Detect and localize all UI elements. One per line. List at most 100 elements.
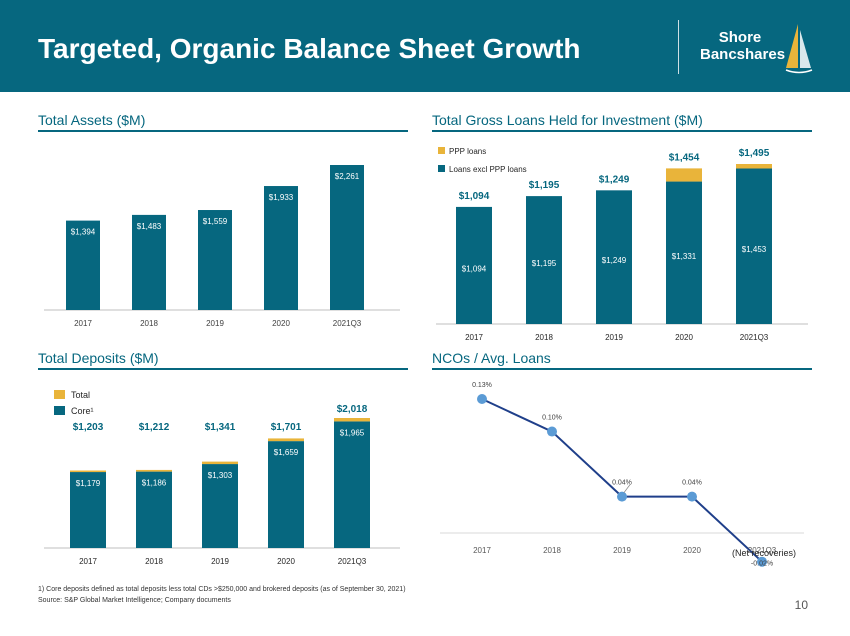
ncos-x-tick: 2020 xyxy=(683,546,701,555)
header-banner: Targeted, Organic Balance Sheet Growth S… xyxy=(0,0,850,92)
ncos-line-chart: 2017 2018 2019 2020 2021Q3 0.13% 0.10% 0.04% 0.0… xyxy=(440,382,804,568)
loans-panel-title: Total Gross Loans Held for Investment ($… xyxy=(432,112,703,128)
loans-x-tick: 2017 xyxy=(465,333,483,342)
deposits-total-label: $1,203 xyxy=(73,422,104,433)
ncos-value-label: 0.13% xyxy=(472,382,492,389)
loans-total-label: $1,094 xyxy=(459,191,490,202)
deposits-core-bar-label: $1,965 xyxy=(340,428,365,437)
assets-bar-label: $1,559 xyxy=(203,217,228,226)
loans-core-bar xyxy=(456,206,492,324)
assets-x-tick: 2017 xyxy=(74,319,92,328)
footnote-core-deposits: 1) Core deposits defined as total deposi… xyxy=(38,586,406,593)
ncos-data-point xyxy=(617,491,627,502)
deposits-core-bar xyxy=(202,464,238,548)
deposits-total-bar xyxy=(70,470,106,473)
deposits-core-bar-label: $1,659 xyxy=(274,448,299,457)
loans-core-bar-label: $1,453 xyxy=(742,245,767,254)
loans-core-bar xyxy=(666,181,702,324)
ncos-value-label: 0.04% xyxy=(682,480,702,487)
deposits-core-bar xyxy=(136,471,172,548)
ncos-x-tick: 2018 xyxy=(543,546,561,555)
deposits-core-bar-label: $1,186 xyxy=(142,479,167,488)
ncos-data-point xyxy=(757,556,767,567)
loans-core-bar xyxy=(736,168,772,324)
ncos-data-point xyxy=(477,394,487,404)
deposits-x-tick: 2021Q3 xyxy=(338,557,367,566)
loans-legend-swatch-core xyxy=(438,165,445,172)
deposits-legend-label-core: Core¹ xyxy=(71,406,94,416)
logo-divider xyxy=(678,20,679,74)
assets-bar-chart: $1,394 2017 $1,483 2018 $1,559 2019 $1,933 2020… xyxy=(44,165,400,328)
sail-logo-icon xyxy=(785,24,813,74)
deposits-total-label: $1,701 xyxy=(271,422,302,433)
deposits-total-label: $1,341 xyxy=(205,422,236,433)
deposits-total-bar xyxy=(202,461,238,465)
ncos-label-leader xyxy=(623,484,631,493)
ncos-x-tick: 2019 xyxy=(613,546,631,555)
deposits-panel-title: Total Deposits ($M) xyxy=(38,350,159,366)
deposits-x-tick: 2018 xyxy=(145,557,163,566)
ncos-value-label: -0.02% xyxy=(751,561,773,568)
assets-bar xyxy=(132,214,166,310)
loans-total-label: $1,249 xyxy=(599,174,630,185)
ncos-panel-title: NCOs / Avg. Loans xyxy=(432,350,551,366)
loans-x-tick: 2019 xyxy=(605,333,623,342)
loans-ppp-bar xyxy=(736,164,772,169)
loans-legend-label-core: Loans excl PPP loans xyxy=(449,165,527,174)
assets-x-tick: 2019 xyxy=(206,319,224,328)
assets-bar-label: $1,394 xyxy=(71,228,96,237)
company-logo: Shore Bancshares xyxy=(700,29,785,63)
loans-legend-swatch-ppp xyxy=(438,147,445,154)
deposits-legend-label-total: Total xyxy=(71,390,90,400)
deposits-total-bar xyxy=(268,438,304,442)
assets-bar-label: $1,933 xyxy=(269,193,294,202)
ncos-title-rule xyxy=(432,368,812,370)
ncos-x-tick: 2021Q3 xyxy=(748,546,777,555)
deposits-core-bar-label: $1,179 xyxy=(76,479,101,488)
deposits-total-label: $1,212 xyxy=(139,422,170,433)
assets-x-tick: 2018 xyxy=(140,319,158,328)
loans-core-bar xyxy=(596,190,632,324)
deposits-x-tick: 2020 xyxy=(277,557,295,566)
loans-total-label: $1,195 xyxy=(529,180,560,191)
assets-title-rule xyxy=(38,130,408,132)
ncos-annotation: (Net recoveries) xyxy=(732,548,796,558)
loans-total-label: $1,495 xyxy=(739,148,770,159)
ncos-value-label: 0.10% xyxy=(542,415,562,422)
ncos-data-point xyxy=(547,426,557,437)
deposits-total-label: $2,018 xyxy=(337,404,368,415)
loans-stacked-bar-chart: PPP loans Loans excl PPP loans $1,094 $1,09… xyxy=(436,147,808,342)
page-title: Targeted, Organic Balance Sheet Growth xyxy=(38,33,581,64)
ncos-x-tick: 2017 xyxy=(473,546,491,555)
assets-x-tick: 2020 xyxy=(272,319,290,328)
deposits-legend-swatch-core xyxy=(54,406,65,415)
loans-title-rule xyxy=(432,130,812,132)
loans-total-label: $1,454 xyxy=(669,152,700,163)
loans-core-bar-label: $1,331 xyxy=(672,252,697,261)
deposits-core-bar xyxy=(70,472,106,548)
deposits-core-bar xyxy=(268,441,304,548)
ncos-data-point xyxy=(687,491,697,502)
deposits-core-bar-label: $1,303 xyxy=(208,471,233,480)
deposits-total-bar xyxy=(334,418,370,422)
loans-x-tick: 2021Q3 xyxy=(740,333,769,342)
loans-ppp-bar xyxy=(666,168,702,182)
deposits-title-rule xyxy=(38,368,408,370)
loans-core-bar-label: $1,249 xyxy=(602,256,627,265)
assets-bar xyxy=(66,220,100,310)
assets-bar-label: $1,483 xyxy=(137,222,162,231)
loans-x-tick: 2020 xyxy=(675,333,693,342)
deposits-total-bar xyxy=(136,469,172,472)
deposits-legend-swatch-total xyxy=(54,390,65,399)
assets-bar xyxy=(264,186,298,310)
deposits-x-tick: 2017 xyxy=(79,557,97,566)
ncos-value-label: 0.04% xyxy=(612,480,632,487)
deposits-x-tick: 2019 xyxy=(211,557,229,566)
loans-core-bar-label: $1,195 xyxy=(532,259,557,268)
footnote-source: Source: S&P Global Market Intelligence; … xyxy=(38,597,231,604)
assets-bar xyxy=(198,210,232,310)
loans-core-bar-label: $1,094 xyxy=(462,264,487,273)
assets-bar xyxy=(330,165,364,310)
loans-x-tick: 2018 xyxy=(535,333,553,342)
assets-panel-title: Total Assets ($M) xyxy=(38,112,146,128)
